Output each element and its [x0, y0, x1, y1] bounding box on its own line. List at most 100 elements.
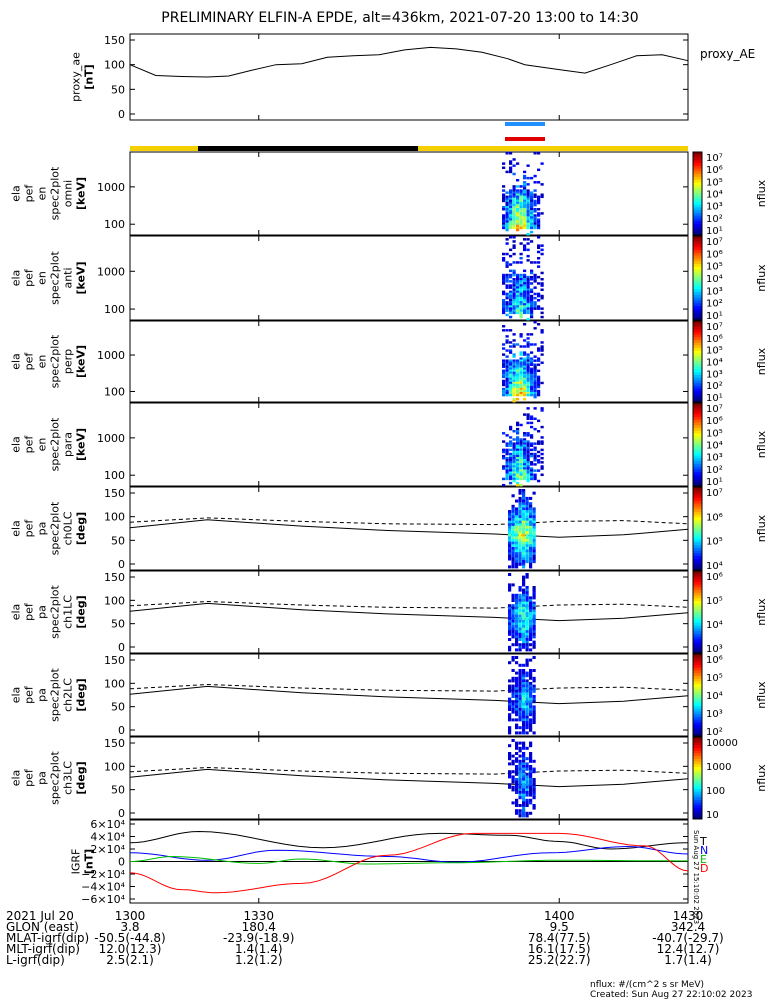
pa-ch2-cell	[515, 671, 519, 675]
spec-perp-cell	[519, 363, 523, 366]
spec-omni-cell	[526, 214, 530, 217]
pa-ch3-cell	[515, 767, 519, 771]
pa-ch2-cell	[508, 713, 512, 717]
spec-anti-cell	[537, 307, 541, 310]
spec-anti-cell	[505, 284, 509, 287]
panel-ae-ytick-label: 0	[118, 108, 125, 121]
spec-perp-cell	[512, 359, 516, 362]
panel-anti-colorbar-cell	[693, 289, 702, 293]
pa-ch0-cell	[525, 557, 529, 561]
pa-ch1-cell	[525, 638, 529, 641]
pa-ch2-cell	[518, 682, 522, 685]
panel-anti-ylabel-line: en	[36, 271, 49, 285]
spec-para-cell	[530, 467, 534, 470]
pa-ch2-cell	[508, 684, 512, 688]
spec-perp-cell	[516, 361, 520, 364]
spec-omni-cell	[530, 216, 534, 219]
panel-ch2-colorbar-tick: 10⁵	[706, 673, 723, 684]
spec-perp-cell	[526, 393, 530, 397]
spec-perp-cell	[502, 389, 506, 393]
spec-para-cell	[526, 475, 530, 479]
pa-ch0-cell	[508, 552, 512, 556]
spec-perp-cell	[530, 377, 534, 381]
pa-ch2-cell	[529, 669, 533, 672]
pa-ch3-cell	[522, 806, 526, 810]
spec-perp-cell	[523, 385, 527, 389]
spec-perp-cell	[505, 361, 509, 364]
pa-ch1-cell	[515, 596, 519, 600]
spec-anti-cell	[509, 273, 513, 277]
panel-ch2-colorbar-cell	[693, 684, 702, 688]
spec-para-cell	[530, 421, 534, 425]
pa-ch0-cell	[529, 557, 533, 561]
panel-ch1-colorbar-cell	[693, 603, 702, 608]
pa-ch2-cell	[529, 710, 533, 714]
spec-para-cell	[509, 440, 513, 443]
pa-ch0-cell	[515, 512, 519, 516]
panel-perp-colorbar-cell	[693, 385, 702, 389]
spec-perp-cell	[526, 369, 530, 373]
spec-omni-cell	[537, 197, 541, 201]
pa-ch3-cell	[518, 770, 522, 774]
pa-ch3-cell	[511, 759, 515, 763]
spec-para-cell	[526, 459, 530, 462]
spec-perp-cell	[509, 369, 513, 373]
spec-para-cell	[519, 477, 523, 481]
pa-ch0-cell	[522, 557, 526, 561]
spec-para-cell	[533, 454, 537, 458]
panel-omni-colorbar-cell	[693, 226, 702, 230]
pa-ch3-cell	[525, 785, 529, 789]
spec-perp-cell	[530, 363, 534, 366]
spec-perp-cell	[526, 387, 530, 391]
pa-ch1-cell	[522, 625, 526, 628]
pa-ch1-cell	[522, 645, 526, 649]
pa-ch2-cell	[522, 728, 526, 732]
spec-anti-cell	[505, 280, 509, 283]
spec-anti-cell	[540, 307, 544, 310]
spec-anti-cell	[509, 275, 513, 279]
spec-perp-cell	[512, 387, 516, 391]
panel-ch1-colorbar-cell	[693, 639, 702, 643]
pa-ch3-cell	[518, 772, 522, 776]
pa-ch2-cell	[525, 710, 529, 714]
pa-ch2-cell	[525, 661, 529, 665]
pa-ch2-cell	[508, 679, 512, 683]
spec-perp-cell	[516, 397, 520, 401]
spec-perp-cell	[540, 347, 544, 350]
spec-omni-cell	[512, 212, 516, 215]
spec-para-cell	[540, 425, 544, 429]
spec-perp-cell	[512, 385, 516, 389]
spec-perp-cell	[502, 353, 506, 356]
spec-anti-cell	[505, 294, 509, 298]
panel-perp	[129, 320, 703, 403]
spec-omni-cell	[516, 199, 520, 203]
spec-omni-cell	[530, 224, 534, 228]
pa-ch3-cell	[518, 804, 522, 807]
pa-ch2-cell	[515, 692, 519, 696]
spec-anti-cell	[530, 290, 534, 294]
spec-para-cell	[516, 446, 520, 450]
spec-omni-cell	[526, 212, 530, 215]
panel-ch1-colorbar-cell	[693, 609, 702, 613]
spec-perp-cell	[516, 373, 520, 377]
pa-ch3-cell	[532, 804, 536, 807]
spec-anti-cell	[526, 275, 530, 279]
pa-ch2-cell	[515, 718, 519, 722]
spec-perp-cell	[505, 335, 509, 338]
pa-ch1-cell	[532, 632, 536, 636]
pa-ch2-cell	[518, 710, 522, 714]
spec-anti-cell	[537, 257, 541, 260]
pa-ch3-cell	[508, 754, 512, 758]
spec-anti-cell	[512, 301, 516, 304]
spec-anti-cell	[505, 307, 509, 310]
spec-para-cell	[537, 450, 541, 454]
pa-ch0-cell	[532, 546, 536, 550]
pa-ch3-cell	[529, 759, 533, 763]
panel-perp-ylabel-line: [keV]	[75, 345, 88, 378]
spec-anti-cell	[519, 311, 523, 315]
pa-ch2-cell	[515, 700, 519, 704]
pa-ch0-cell	[515, 499, 519, 503]
spec-anti-cell	[533, 273, 537, 277]
panel-omni-colorbar-cell	[693, 165, 702, 170]
spec-omni-cell	[533, 189, 537, 192]
